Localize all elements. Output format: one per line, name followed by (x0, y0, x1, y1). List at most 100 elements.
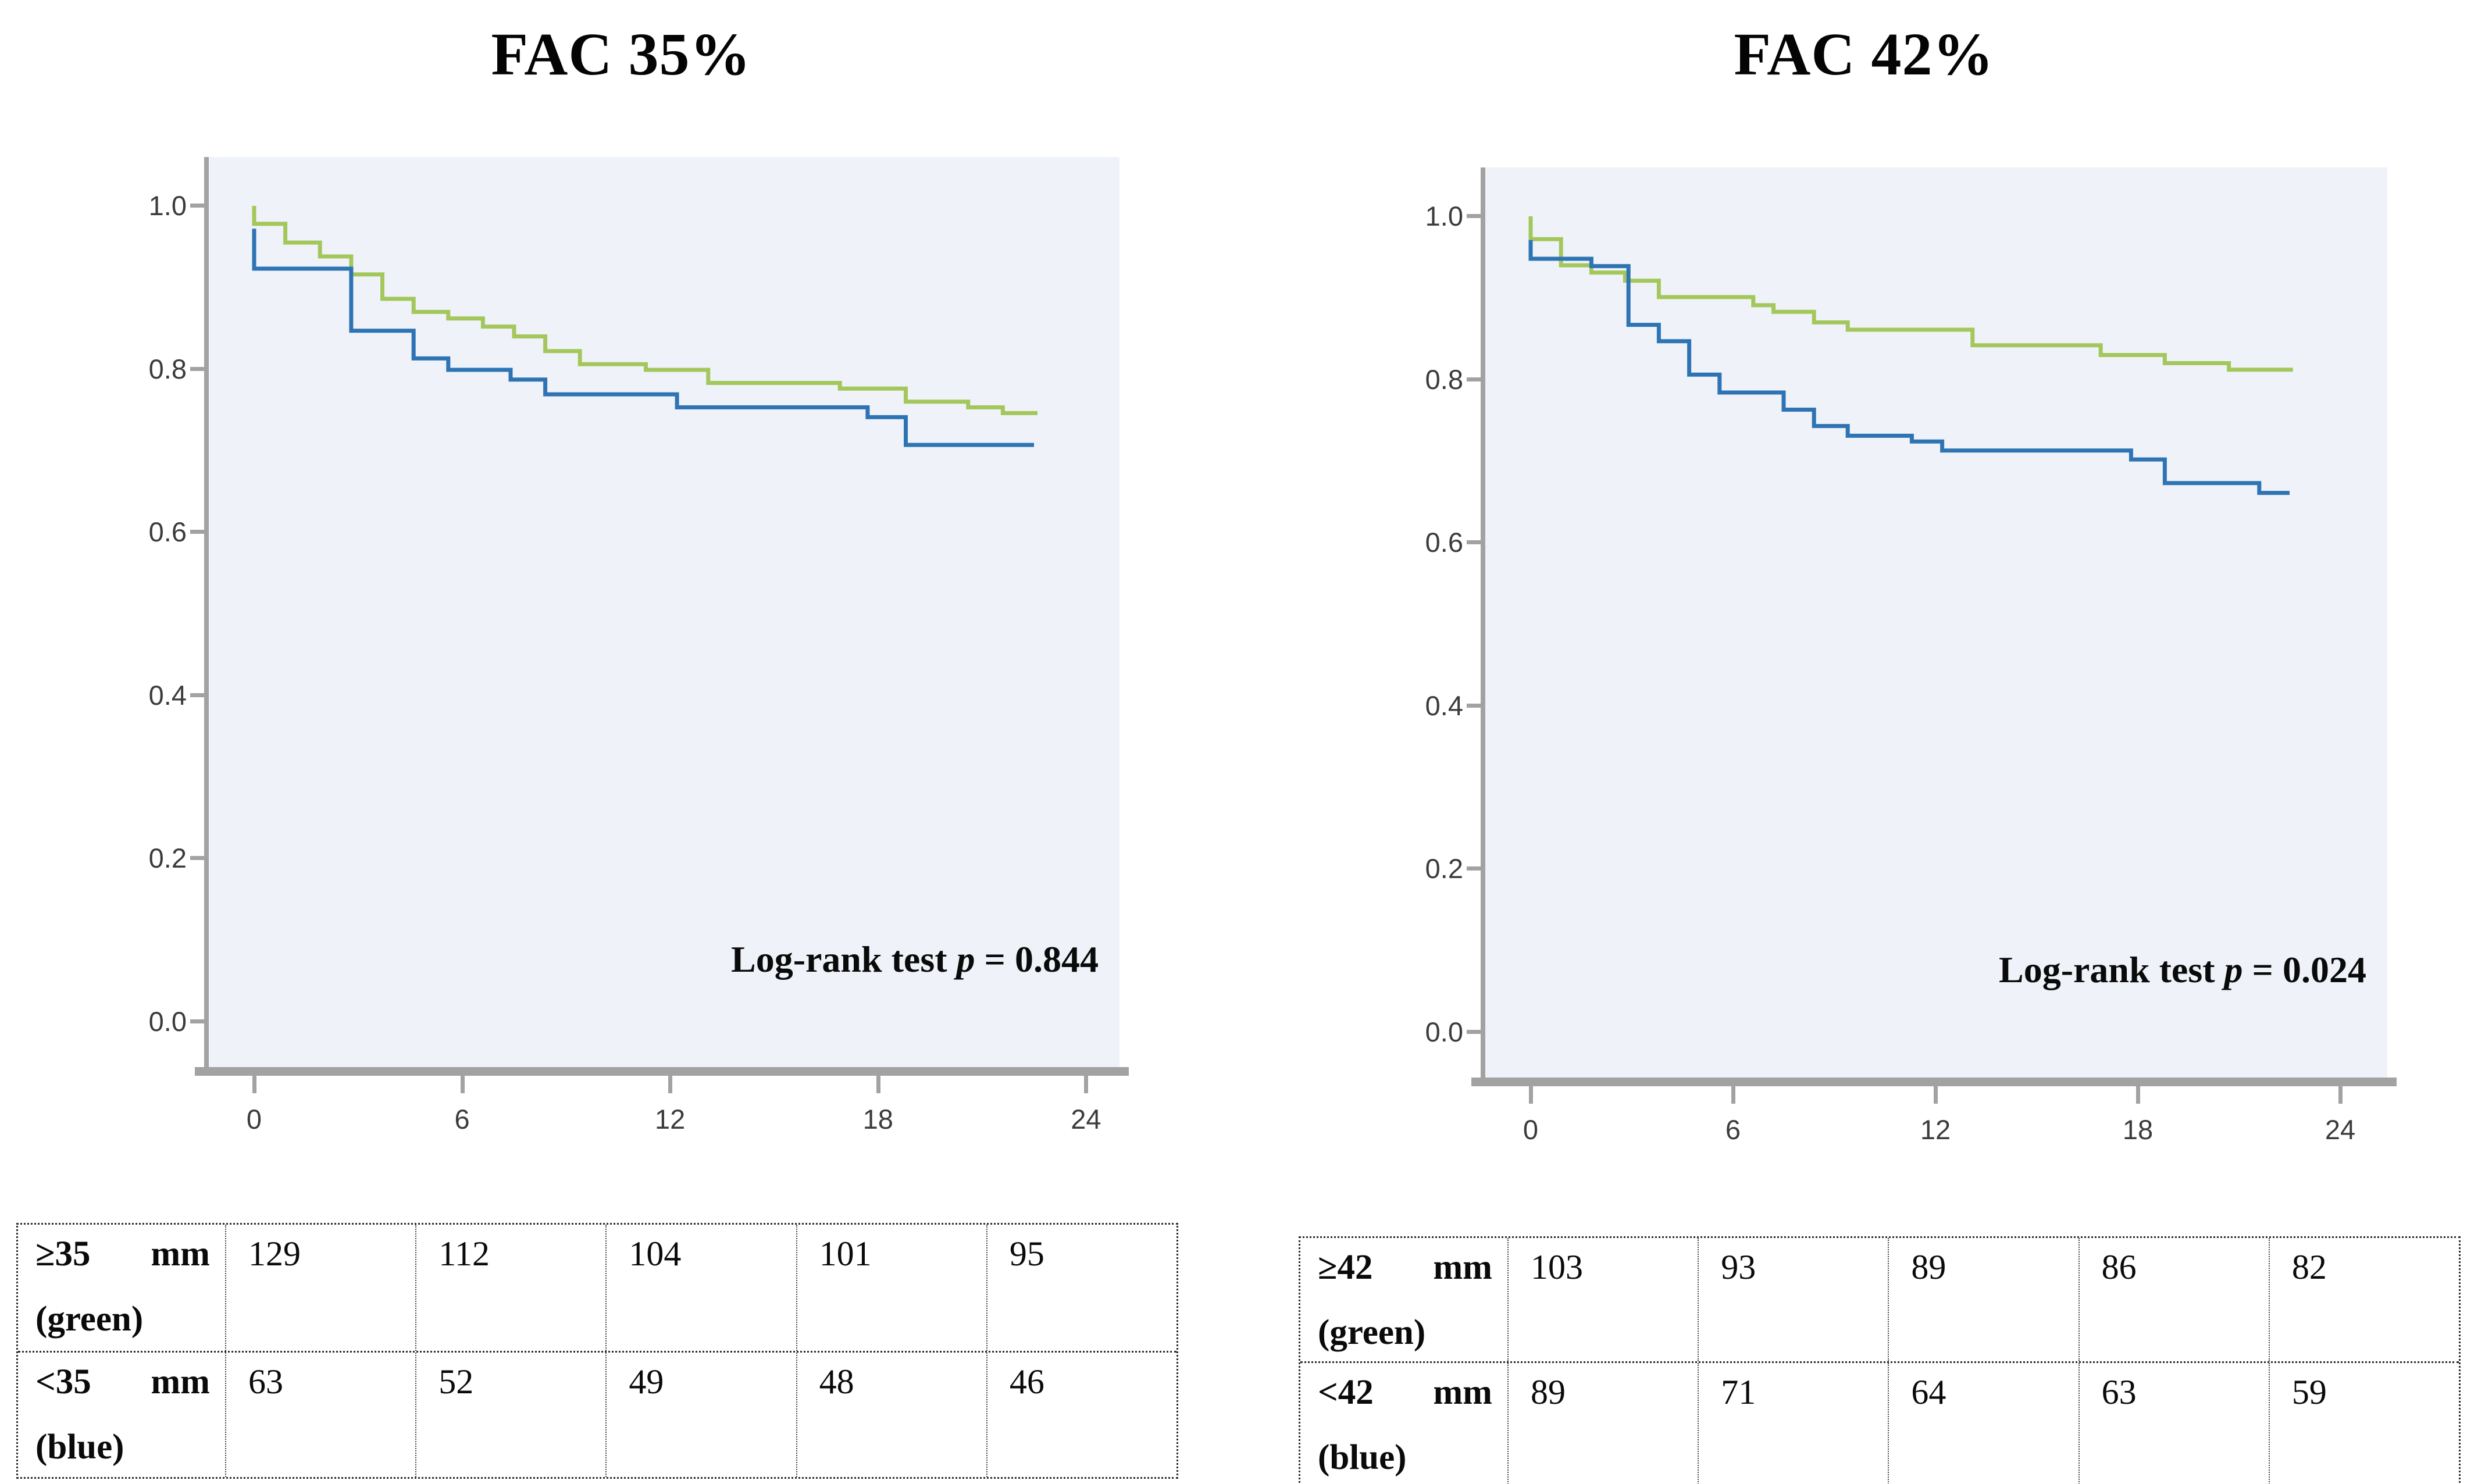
y-tick-mark (1467, 703, 1481, 708)
x-tick-label: 24 (1071, 1104, 1101, 1135)
at-risk-count-cell: 129 (225, 1225, 415, 1351)
x-tick-label: 6 (1725, 1114, 1741, 1145)
page-title: FAC 42% (1734, 21, 1994, 88)
x-tick-mark (1934, 1086, 1938, 1104)
logrank-prefix: Log-rank test (1999, 949, 2224, 990)
x-tick-mark (876, 1076, 880, 1093)
at-risk-count-cell: 49 (605, 1353, 796, 1477)
y-tick-mark (1467, 214, 1481, 218)
y-tick-mark (1467, 377, 1481, 381)
logrank-p-value: = 0.024 (2242, 949, 2366, 990)
y-tick-label: 0.0 (1425, 1016, 1463, 1047)
y-tick-mark (190, 693, 204, 697)
x-tick-label: 18 (2122, 1114, 2154, 1145)
y-tick-label: 0.6 (1425, 527, 1463, 558)
at-risk-count-cell: 46 (986, 1353, 1176, 1477)
x-tick-mark (2136, 1086, 2140, 1104)
x-tick-mark (668, 1076, 673, 1093)
survival-curves-fac42 (1528, 216, 2293, 495)
km-curve-green (252, 206, 1038, 415)
at-risk-count-cell: 59 (2268, 1363, 2459, 1484)
at-risk-count-cell: 63 (2078, 1363, 2269, 1484)
logrank-prefix: Log-rank test (731, 939, 957, 980)
y-tick-label: 0.8 (1425, 363, 1463, 395)
y-tick-mark (190, 1019, 204, 1023)
at-risk-count-cell: 89 (1507, 1363, 1698, 1484)
x-tick-label: 0 (246, 1104, 262, 1135)
logrank-p-value: = 0.844 (975, 939, 1099, 980)
x-tick-mark (252, 1076, 256, 1093)
row-label-unit: mm (151, 1362, 210, 1401)
row-label-threshold: ≥42 (1318, 1248, 1373, 1287)
logrank-p-symbol: p (2224, 949, 2243, 990)
y-tick-label: 0.0 (148, 1006, 187, 1037)
at-risk-table-fac35: ≥35 mm (green) 129 112 104 101 95 <35 mm (blue) 63 5… (16, 1223, 1178, 1479)
logrank-p-symbol: p (956, 939, 975, 980)
y-tick-mark (1467, 866, 1481, 871)
y-axis-line (1481, 167, 1485, 1082)
row-label-line1: ≥35 mm (35, 1234, 210, 1275)
row-label-cell: ≥35 mm (green) (18, 1225, 225, 1351)
row-label-unit: mm (151, 1235, 210, 1273)
x-tick-mark (1084, 1076, 1089, 1093)
row-label-threshold: <35 (35, 1362, 91, 1401)
x-tick-mark (1529, 1086, 1533, 1104)
x-tick-label: 18 (862, 1104, 893, 1135)
row-label-cell: <42 mm (blue) (1300, 1363, 1507, 1484)
at-risk-count-cell: 86 (2078, 1238, 2269, 1361)
x-tick-label: 24 (2324, 1114, 2356, 1145)
at-risk-count-cell: 71 (1698, 1363, 1888, 1484)
x-tick-mark (1731, 1086, 1735, 1104)
at-risk-count-cell: 48 (796, 1353, 986, 1477)
at-risk-count-cell: 82 (2268, 1238, 2459, 1361)
row-label-unit: mm (1433, 1248, 1492, 1287)
y-tick-label: 0.6 (148, 516, 187, 548)
panel-fac42: FAC 42% Log-rank test p = 0.024 1.0 0.8 0.… (1243, 0, 2485, 1484)
y-tick-label: 0.4 (1425, 690, 1463, 721)
row-label-line1: ≥42 mm (1318, 1247, 1492, 1288)
at-risk-count-cell: 89 (1888, 1238, 2078, 1361)
row-label-line1: <42 mm (1318, 1372, 1492, 1413)
x-axis-line (195, 1067, 1129, 1076)
at-risk-table-fac42: ≥42 mm (green) 103 93 89 86 82 <42 mm (blue) 89 71 64… (1299, 1236, 2461, 1484)
y-tick-mark (190, 856, 204, 861)
x-axis-line (1471, 1078, 2397, 1086)
x-tick-mark (2338, 1086, 2343, 1104)
at-risk-count-cell: 93 (1698, 1238, 1888, 1361)
at-risk-count-cell: 101 (796, 1225, 986, 1351)
table-row: ≥35 mm (green) 129 112 104 101 95 (18, 1225, 1176, 1351)
row-label-line1: <35 mm (35, 1362, 210, 1403)
y-axis-line (204, 157, 209, 1072)
row-label-unit: mm (1433, 1373, 1492, 1412)
y-tick-mark (1467, 540, 1481, 545)
y-tick-mark (1467, 1030, 1481, 1034)
table-row: <35 mm (blue) 63 52 49 48 46 (18, 1351, 1176, 1477)
row-label-cell: ≥42 mm (green) (1300, 1238, 1507, 1361)
row-label-color: (green) (1318, 1313, 1426, 1352)
row-label-threshold: <42 (1318, 1373, 1374, 1412)
logrank-annotation: Log-rank test p = 0.024 (1999, 948, 2366, 991)
y-tick-mark (190, 366, 204, 371)
at-risk-count-cell: 52 (415, 1353, 605, 1477)
km-plot-fac35: Log-rank test p = 0.844 1.0 0.8 0.6 0.4 0.2 0… (149, 157, 1129, 1135)
km-plot-fac42: Log-rank test p = 0.024 1.0 0.8 0.6 0.4 0.2 0… (1425, 167, 2397, 1145)
x-tick-mark (460, 1076, 465, 1093)
row-label-color: (blue) (1318, 1438, 1407, 1477)
at-risk-count-cell: 95 (986, 1225, 1176, 1351)
row-label-color: (green) (35, 1300, 144, 1339)
y-tick-label: 1.0 (148, 190, 187, 221)
at-risk-count-cell: 103 (1507, 1238, 1698, 1361)
table-row: <42 mm (blue) 89 71 64 63 59 (1300, 1361, 2459, 1484)
row-label-cell: <35 mm (blue) (18, 1353, 225, 1477)
y-tick-label: 0.8 (148, 353, 187, 384)
km-curve-blue (252, 229, 1034, 447)
at-risk-count-cell: 63 (225, 1353, 415, 1477)
km-curve-green (1528, 216, 2293, 372)
y-tick-label: 0.2 (148, 843, 187, 874)
at-risk-count-cell: 104 (605, 1225, 796, 1351)
y-tick-label: 0.2 (1425, 853, 1463, 884)
x-tick-label: 0 (1523, 1114, 1539, 1145)
y-tick-label: 0.4 (148, 679, 187, 711)
x-tick-label: 12 (1920, 1114, 1951, 1145)
